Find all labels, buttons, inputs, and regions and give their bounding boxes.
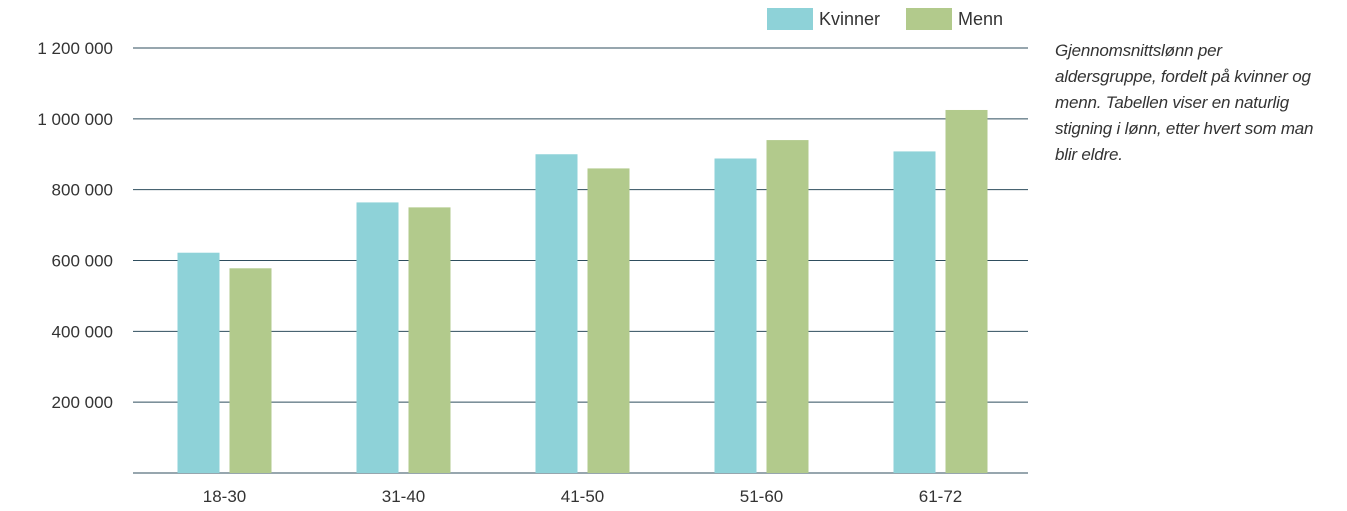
- legend-item-kvinner: Kvinner: [767, 8, 880, 30]
- bar-menn-51-60: [766, 140, 809, 474]
- y-tick-label: 600 000: [52, 252, 113, 271]
- y-tick-label: 1 200 000: [37, 39, 113, 58]
- bar-kvinner-61-72: [893, 151, 936, 473]
- legend-swatch-kvinner: [767, 8, 813, 30]
- bar-kvinner-41-50: [535, 154, 578, 473]
- y-tick-label: 200 000: [52, 393, 113, 412]
- bar-kvinner-31-40: [356, 202, 399, 473]
- legend-label-kvinner: Kvinner: [819, 8, 881, 29]
- legend-item-menn: Menn: [906, 8, 1003, 30]
- x-tick-label: 51-60: [740, 487, 783, 506]
- chart-caption: Gjennomsnittslønn per aldersgruppe, ford…: [1055, 41, 1314, 164]
- bar-kvinner-18-30: [177, 252, 220, 473]
- bar-kvinner-51-60: [714, 158, 757, 473]
- bar-menn-18-30: [229, 268, 272, 473]
- x-tick-label: 61-72: [919, 487, 962, 506]
- bar-menn-61-72: [945, 109, 988, 474]
- x-tick-label: 41-50: [561, 487, 604, 506]
- x-tick-label: 31-40: [382, 487, 425, 506]
- y-tick-label: 800 000: [52, 181, 113, 200]
- legend-swatch-menn: [906, 8, 953, 30]
- y-tick-label: 1 000 000: [37, 110, 113, 129]
- y-tick-label: 400 000: [52, 322, 113, 341]
- chart-legend: Kvinner Menn: [767, 8, 1029, 30]
- legend-label-menn: Menn: [958, 8, 1004, 29]
- bar-menn-41-50: [587, 168, 630, 473]
- bar-menn-31-40: [408, 207, 451, 473]
- x-tick-label: 18-30: [203, 487, 246, 506]
